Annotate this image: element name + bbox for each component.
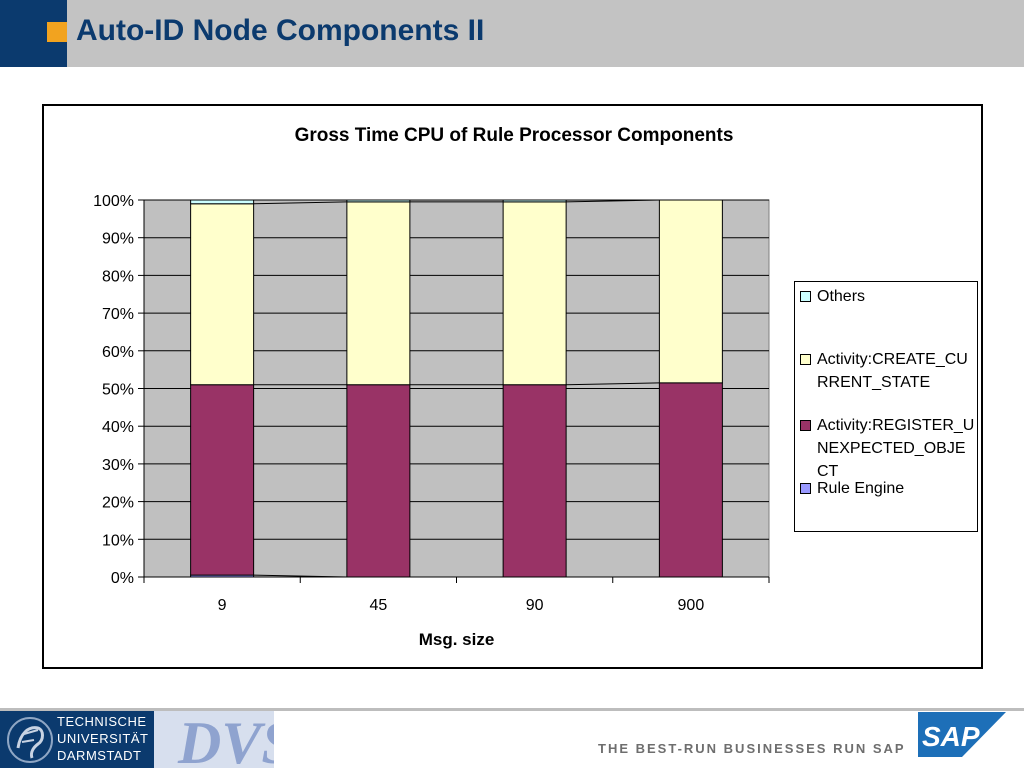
tu-line-2: UNIVERSITÄT: [57, 731, 149, 746]
bar-segment: [346, 199, 411, 203]
legend-label: Others: [817, 288, 866, 305]
chart-legend: Others Activity:CREATE_CURRENT_STATE Activ…: [794, 281, 978, 532]
y-tick-label: 20%: [102, 495, 134, 512]
legend-swatch: [800, 354, 811, 365]
legend-swatch: [800, 291, 811, 302]
y-tick-label: 100%: [93, 193, 134, 210]
athena-head-icon: [7, 717, 53, 763]
y-tick-label: 60%: [102, 344, 134, 361]
dvs-logo: DVS: [154, 711, 274, 768]
y-tick-label: 50%: [102, 382, 134, 399]
y-tick-label: 40%: [102, 419, 134, 436]
bar-segment: [502, 384, 567, 578]
tu-line-3: DARMSTADT: [57, 748, 142, 763]
tu-darmstadt-wordmark: TECHNISCHE UNIVERSITÄT DARMSTADT: [57, 713, 148, 764]
y-tick-label: 70%: [102, 306, 134, 323]
legend-item: Others: [799, 285, 977, 308]
slide-title: Auto-ID Node Components II: [76, 14, 485, 47]
x-tick-label: 90: [526, 597, 544, 614]
sap-logo: SAP: [918, 712, 1006, 757]
bar-segment: [658, 199, 723, 384]
bar-segment: [190, 384, 255, 576]
bar-segment: [190, 203, 255, 386]
bar-segment: [502, 199, 567, 203]
x-axis-title: Msg. size: [419, 630, 495, 649]
legend-item: Activity:REGISTER_UNEXPECTED_OBJECT: [799, 414, 977, 483]
dvs-logo-graphic: DVS: [177, 711, 274, 768]
legend-swatch: [800, 483, 811, 494]
bar-segment: [346, 384, 411, 578]
x-tick-label: 9: [218, 597, 227, 614]
legend-label: Activity:REGISTER_UNEXPECTED_OBJECT: [817, 417, 975, 480]
legend-swatch: [800, 420, 811, 431]
legend-label: Rule Engine: [817, 480, 905, 497]
x-tick-label: 900: [678, 597, 705, 614]
y-tick-label: 90%: [102, 231, 134, 248]
y-tick-label: 30%: [102, 457, 134, 474]
bar-segment: [502, 201, 567, 386]
tu-darmstadt-logo: [0, 711, 154, 768]
series-connector: [566, 382, 660, 386]
bar-segment: [190, 199, 255, 205]
legend-item: Rule Engine: [799, 477, 977, 500]
sap-tagline: THE BEST-RUN BUSINESSES RUN SAP: [598, 741, 906, 756]
slide-header: Auto-ID Node Components II: [0, 0, 1024, 67]
x-tick-label: 45: [369, 597, 387, 614]
legend-label: Activity:CREATE_CURRENT_STATE: [817, 351, 968, 391]
footer-divider: [0, 708, 1024, 711]
series-connector: [253, 574, 347, 578]
chart-title: Gross Time CPU of Rule Processor Compone…: [294, 125, 734, 146]
tu-line-1: TECHNISCHE: [57, 714, 147, 729]
series-connector: [253, 201, 347, 205]
header-orange-square: [47, 22, 67, 42]
bar-segment: [346, 201, 411, 386]
y-tick-label: 0%: [111, 570, 134, 587]
sap-logo-text: SAP: [922, 721, 980, 752]
y-tick-label: 10%: [102, 532, 134, 549]
y-tick-label: 80%: [102, 268, 134, 285]
legend-item: Activity:CREATE_CURRENT_STATE: [799, 348, 977, 394]
bar-segment: [658, 382, 723, 578]
dvs-logo-text: DVS: [177, 711, 274, 768]
